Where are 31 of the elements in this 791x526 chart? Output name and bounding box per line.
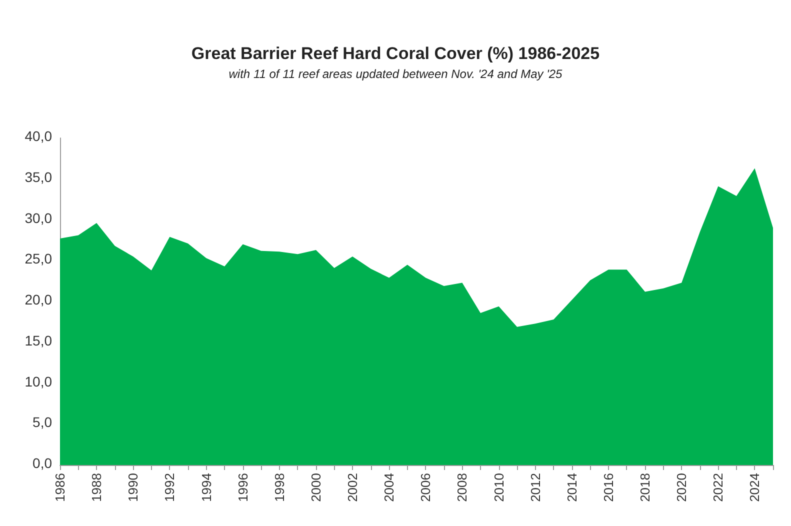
x-tick-label: 2002: [345, 473, 360, 502]
x-tick-label: 2014: [564, 473, 580, 502]
x-tick-label: 1988: [89, 473, 104, 502]
x-tick-label: 2006: [418, 473, 434, 502]
chart-title: Great Barrier Reef Hard Coral Cover (%) 1986-2025: [191, 44, 600, 63]
x-tick-label: 1996: [235, 473, 250, 502]
x-tick-label: 2010: [491, 473, 506, 502]
x-tick-label: 1986: [52, 473, 68, 502]
x-tick-label: 2012: [528, 473, 543, 502]
y-tick-label: 35,0: [24, 168, 52, 185]
y-tick-label: 20,0: [24, 292, 52, 308]
x-tick-label: 1994: [198, 473, 214, 502]
x-tick-label: 2020: [674, 473, 690, 502]
x-tick-label: 1992: [162, 473, 178, 502]
y-tick-label: 5,0: [32, 414, 52, 430]
y-tick-label: 15,0: [24, 332, 52, 348]
x-tick-label: 2008: [454, 473, 470, 502]
y-tick-label: 40,0: [24, 128, 52, 144]
y-tick-label: 25,0: [24, 250, 52, 267]
x-tick-label: 2018: [638, 473, 653, 502]
x-tick-label: 2024: [747, 473, 762, 502]
chart-subtitle: with 11 of 11 reef areas updated between Nov. '24 and May '25: [228, 67, 563, 81]
x-tick-label: 1998: [272, 473, 287, 502]
x-tick-label: 1990: [126, 473, 141, 502]
x-tick-label: 2004: [382, 473, 397, 502]
y-tick-label: 0,0: [32, 455, 52, 471]
x-tick-label: 2022: [710, 473, 726, 502]
x-tick-label: 2000: [308, 473, 324, 502]
y-tick-label: 10,0: [24, 373, 52, 390]
x-tick-label: 2016: [600, 473, 616, 502]
y-tick-label: 30,0: [24, 210, 52, 226]
